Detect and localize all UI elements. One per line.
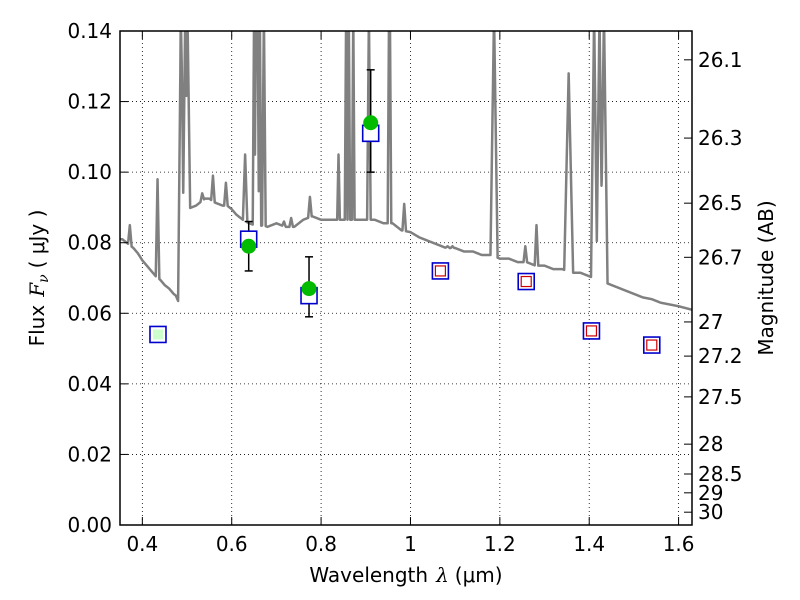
- y2-tick-label: 29: [698, 481, 723, 505]
- model-spectrum: [120, 31, 692, 311]
- x-tick-label: 0.6: [216, 532, 248, 556]
- observed-point: [241, 238, 257, 254]
- model-point: [149, 325, 167, 344]
- observed-photometry: [241, 115, 379, 297]
- x-tick-label: 1: [404, 532, 417, 556]
- y2-tick-label: 26.3: [698, 126, 743, 150]
- y2-tick-label: 27.5: [698, 385, 743, 409]
- model-point: [517, 272, 536, 291]
- y2-tick-label: 30: [698, 500, 723, 524]
- y-axis-label: FluxFν( μJy ): [25, 210, 52, 347]
- model-point: [582, 322, 601, 340]
- model-point-inner: [152, 329, 163, 340]
- model-point-inner: [585, 325, 598, 337]
- y-tick-label: 0.10: [67, 160, 112, 184]
- model-photometry: [149, 124, 661, 354]
- y-tick-label: 0.06: [67, 301, 112, 325]
- model-point-inner: [434, 265, 447, 277]
- plot-frame: [119, 30, 693, 526]
- y-tick-label: 0.04: [67, 372, 112, 396]
- y-tick-label: 0.02: [67, 442, 112, 466]
- x-tick-label: 1.6: [663, 532, 695, 556]
- y2-tick-label: 28.5: [698, 462, 743, 486]
- spectrum-line: [120, 31, 692, 311]
- model-point-inner: [646, 339, 658, 351]
- model-point: [431, 262, 450, 280]
- observed-point: [301, 281, 317, 297]
- y2-tick-label: 27: [698, 310, 723, 334]
- y2-tick-label: 27.2: [698, 344, 743, 368]
- x-tick-label: 0.8: [305, 532, 337, 556]
- x-tick-label: 0.4: [126, 532, 158, 556]
- x-tick-label: 1.2: [484, 532, 516, 556]
- y2-tick-label: 26.1: [698, 48, 743, 72]
- y-tick-label: 0.12: [67, 90, 112, 114]
- model-point-inner: [520, 275, 532, 288]
- y-axis-ticks: 0.00 0.02 0.04 0.06 0.08 0.10 0.12 0.14: [67, 19, 128, 537]
- y2-tick-label: 26.5: [698, 191, 743, 215]
- model-point: [642, 336, 661, 354]
- y-tick-label: 0.08: [67, 231, 112, 255]
- plot-area: [120, 31, 692, 354]
- y2-tick-label: 26.7: [698, 245, 743, 269]
- y2-axis-label: Magnitude (AB): [754, 200, 778, 355]
- y-tick-label: 0.00: [67, 513, 112, 537]
- observed-point: [363, 115, 379, 131]
- x-axis-label: Wavelength λ (μm): [309, 563, 502, 587]
- x-tick-label: 1.4: [573, 532, 605, 556]
- y2-tick-label: 28: [698, 432, 723, 456]
- x-axis-ticks: 0.4 0.6 0.8 1 1.2 1.4 1.6: [126, 31, 695, 556]
- y-tick-label: 0.14: [67, 19, 112, 43]
